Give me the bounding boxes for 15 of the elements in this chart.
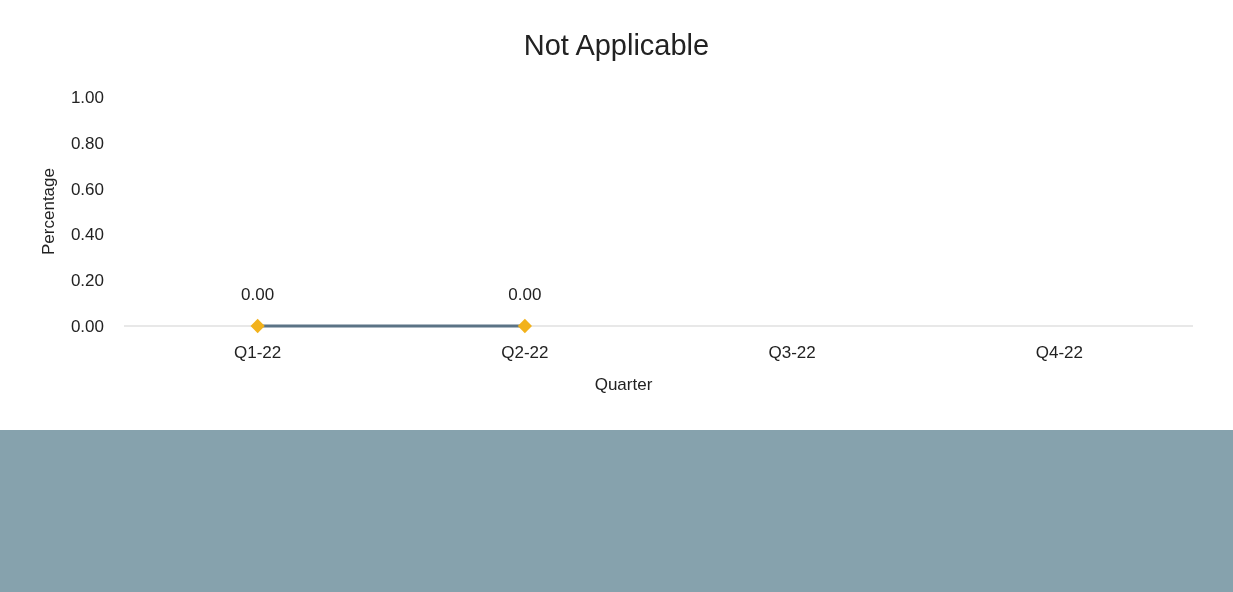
x-tick-label: Q1-22: [234, 343, 282, 362]
x-tick-label: Q3-22: [768, 343, 816, 362]
y-axis-title: Percentage: [39, 168, 58, 255]
y-tick-label: 0.60: [70, 179, 104, 199]
chart-title: Not Applicable: [523, 29, 710, 61]
y-tick-label: 0.40: [70, 225, 104, 245]
x-tick-label: Q4-22: [1035, 343, 1083, 362]
data-label: 0.00: [508, 285, 542, 304]
data-label: 0.00: [241, 285, 275, 304]
y-tick-label: 1.00: [70, 87, 104, 107]
y-tick-label: 0.20: [70, 271, 104, 291]
x-tick-label: Q2-22: [501, 343, 549, 362]
x-axis-title: Quarter: [594, 375, 653, 394]
y-tick-label: 0.80: [70, 133, 104, 153]
y-tick-label: 0.00: [70, 316, 104, 336]
